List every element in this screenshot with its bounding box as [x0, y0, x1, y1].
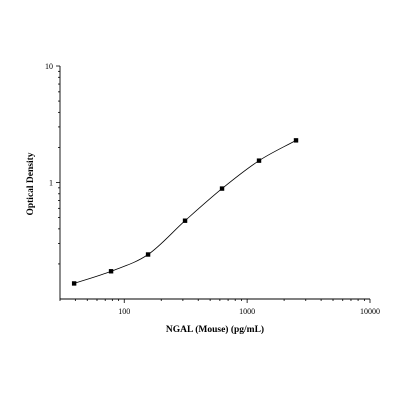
- axes: [59, 66, 370, 300]
- y-axis-title: Optical Density: [26, 152, 36, 215]
- y-axis-ticks: 1 10: [45, 62, 60, 188]
- data-point: [256, 158, 262, 163]
- x-axis-ticks: 100 1000 10000: [118, 299, 380, 316]
- x-tick-label: 100: [118, 307, 130, 316]
- y-tick-label: 10: [45, 62, 53, 71]
- data-point: [108, 269, 114, 274]
- fit-curve: [74, 140, 297, 284]
- data-point: [293, 138, 299, 143]
- x-axis-title: NGAL (Mouse) (pg/mL): [166, 324, 264, 335]
- data-point: [145, 252, 151, 257]
- x-tick-label: 10000: [360, 307, 380, 316]
- data-point: [219, 186, 225, 191]
- minor-ticks: [58, 70, 365, 301]
- data-points: [71, 138, 299, 286]
- plot-frame-left-bottom: [59, 66, 370, 300]
- y-tick-label: 1: [49, 179, 53, 188]
- data-point: [71, 281, 77, 286]
- x-tick-label: 1000: [239, 307, 255, 316]
- data-point: [182, 218, 188, 223]
